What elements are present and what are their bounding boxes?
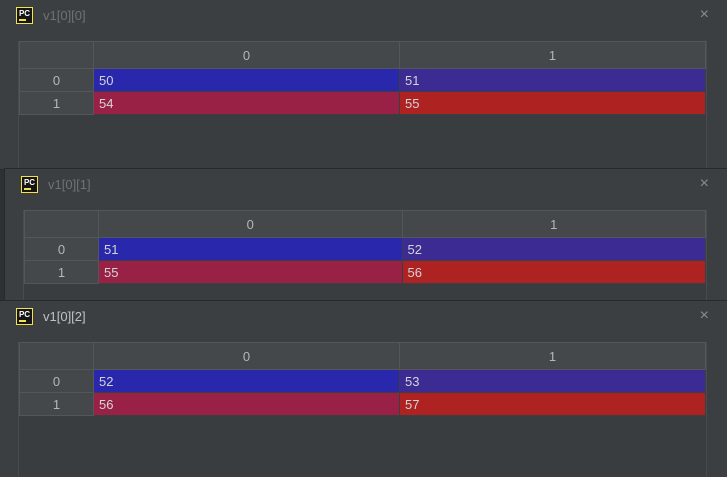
array-cell[interactable]: 56 [93, 392, 400, 416]
table-row: 0 52 53 [19, 369, 706, 393]
corner-cell [24, 210, 99, 238]
pycharm-icon-label: PC [18, 9, 31, 18]
array-viewport: 0 1 0 51 52 1 55 56 [23, 210, 707, 300]
array-viewer-window-2: PC v1[0][1] × 0 1 0 51 52 1 55 56 [5, 169, 727, 301]
array-cell[interactable]: 56 [401, 260, 706, 284]
array-viewer-window-3: PC v1[0][2] × 0 1 0 52 53 1 56 57 [0, 301, 727, 477]
array-cell[interactable]: 52 [401, 237, 706, 261]
window-title: v1[0][2] [43, 308, 86, 324]
row-header: 1 [19, 91, 94, 115]
array-viewer-window-1: PC v1[0][0] × 0 1 0 50 51 1 54 55 [0, 0, 727, 169]
close-icon[interactable]: × [699, 307, 709, 324]
array-cell[interactable]: 50 [93, 68, 400, 92]
column-header: 0 [93, 41, 400, 69]
array-table: 0 1 0 50 51 1 54 55 [19, 41, 706, 115]
row-header: 1 [19, 392, 94, 416]
title-bar[interactable]: PC v1[0][0] × [0, 0, 727, 30]
array-cell[interactable]: 52 [93, 369, 400, 393]
table-row: 1 54 55 [19, 91, 706, 115]
title-bar[interactable]: PC v1[0][2] × [0, 301, 727, 331]
title-bar[interactable]: PC v1[0][1] × [5, 169, 727, 199]
column-header: 1 [401, 210, 706, 238]
close-icon[interactable]: × [699, 175, 709, 192]
array-table: 0 1 0 52 53 1 56 57 [19, 342, 706, 416]
table-row: 1 56 57 [19, 392, 706, 416]
window-title: v1[0][1] [48, 176, 91, 192]
pycharm-icon-label: PC [23, 178, 36, 187]
column-header: 1 [399, 342, 706, 370]
row-header: 0 [19, 369, 94, 393]
array-cell[interactable]: 57 [399, 392, 706, 416]
array-cell[interactable]: 51 [98, 237, 403, 261]
column-header: 0 [98, 210, 403, 238]
table-row: 1 55 56 [24, 260, 706, 284]
row-header: 0 [19, 68, 94, 92]
close-icon[interactable]: × [699, 6, 709, 23]
array-cell[interactable]: 55 [399, 91, 706, 115]
corner-cell [19, 41, 94, 69]
window-title: v1[0][0] [43, 7, 86, 23]
pycharm-icon-underline [19, 319, 26, 322]
pycharm-icon-underline [24, 187, 31, 190]
row-header: 1 [24, 260, 99, 284]
array-cell[interactable]: 53 [399, 369, 706, 393]
column-header: 0 [93, 342, 400, 370]
pycharm-icon-underline [19, 18, 26, 21]
pycharm-icon: PC [16, 307, 33, 325]
row-header: 0 [24, 237, 99, 261]
pycharm-icon-label: PC [18, 310, 31, 319]
array-cell[interactable]: 55 [98, 260, 403, 284]
table-row: 0 51 52 [24, 237, 706, 261]
pycharm-icon: PC [21, 175, 38, 193]
pycharm-icon: PC [16, 6, 33, 24]
column-header: 1 [399, 41, 706, 69]
array-cell[interactable]: 54 [93, 91, 400, 115]
table-row: 0 50 51 [19, 68, 706, 92]
array-viewport: 0 1 0 50 51 1 54 55 [18, 41, 707, 168]
array-viewport: 0 1 0 52 53 1 56 57 [18, 342, 707, 476]
array-table: 0 1 0 51 52 1 55 56 [24, 210, 706, 284]
array-cell[interactable]: 51 [399, 68, 706, 92]
corner-cell [19, 342, 94, 370]
